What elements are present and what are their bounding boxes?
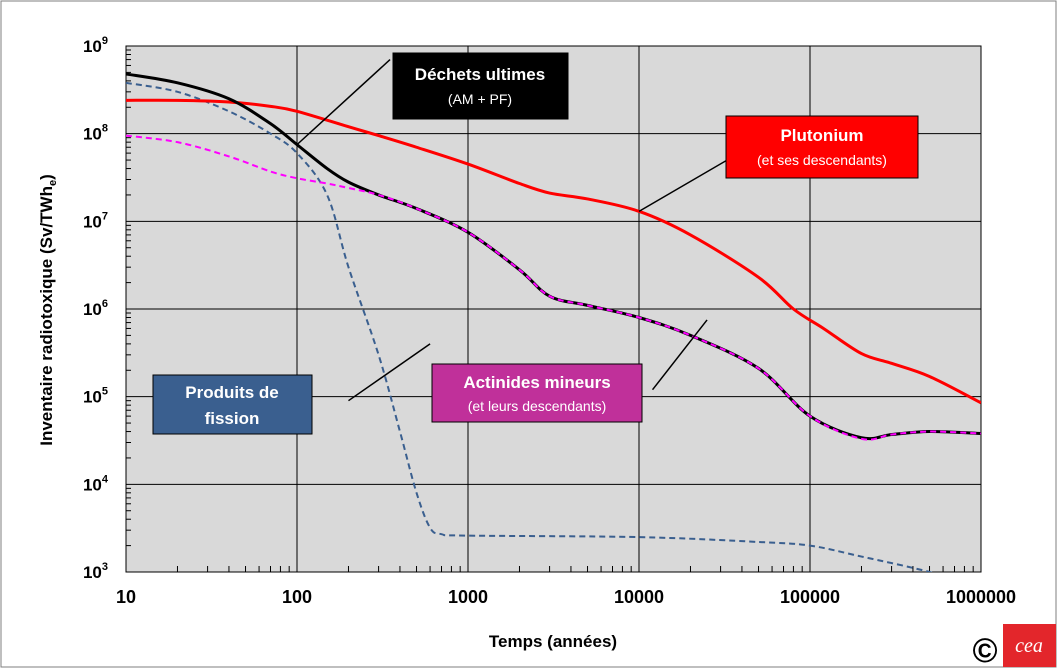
plot-border xyxy=(125,45,982,573)
y-tick-label: 104 xyxy=(83,473,109,494)
callout-produits-fission: Produits de fission xyxy=(152,374,313,435)
callout-plutonium: Plutonium (et ses descendants) xyxy=(725,115,919,179)
callout-dechets-subtitle: (AM + PF) xyxy=(448,91,512,107)
y-tick-label: 108 xyxy=(83,123,108,144)
x-tick-label: 100 xyxy=(282,587,312,607)
y-tick-label: 106 xyxy=(83,298,108,319)
copyright-mark: © xyxy=(972,632,997,668)
callout-plutonium-subtitle: (et ses descendants) xyxy=(757,152,887,168)
callout-actinides-title: Actinides mineurs xyxy=(463,373,610,392)
callout-plutonium-box xyxy=(725,115,919,179)
x-axis-label: Temps (années) xyxy=(489,632,617,651)
series-layer xyxy=(126,72,981,572)
y-tick-label: 105 xyxy=(83,386,108,407)
callout-actinides-mineurs: Actinides mineurs (et leurs descendants) xyxy=(431,363,643,423)
y-tick-label: 103 xyxy=(83,561,108,582)
x-tick-label: 10 xyxy=(116,587,136,607)
callout-plutonium-title: Plutonium xyxy=(780,126,863,145)
callout-dechets-ultimes: Déchets ultimes (AM + PF) xyxy=(392,52,569,120)
copyright-symbol: © xyxy=(972,632,997,668)
y-axis-label: Inventaire radiotoxique (Sv/TWhe) xyxy=(37,174,59,446)
pointer-line-actinides xyxy=(651,319,708,391)
cea-logo: cea xyxy=(1003,624,1056,667)
x-tick-label: 100000 xyxy=(780,587,840,607)
callout-fission-title: Produits de xyxy=(185,383,279,402)
minor-ticks xyxy=(126,49,974,572)
callout-actinides-subtitle: (et leurs descendants) xyxy=(468,398,607,414)
callout-actinides-box xyxy=(431,363,643,423)
x-tick-label: 10000 xyxy=(614,587,664,607)
callout-fission-box xyxy=(152,374,313,435)
callout-fission-title-2: fission xyxy=(205,409,260,428)
series-line-plutonium xyxy=(126,98,981,405)
pointer-line-fission xyxy=(348,343,431,402)
x-tick-label: 1000000 xyxy=(946,587,1016,607)
callout-dechets-title: Déchets ultimes xyxy=(415,65,545,84)
y-tick-label: 109 xyxy=(83,35,108,56)
cea-logo-text: cea xyxy=(1015,635,1043,657)
series-line-produits-de-fission xyxy=(126,81,934,572)
callout-dechets-box xyxy=(392,52,569,120)
series-line-actinides-mineurs xyxy=(126,134,981,441)
tick-labels: 10 100 1000 10000 100000 1000000 103 104 105 106 1… xyxy=(83,35,1016,607)
pointer-line-dechets xyxy=(296,59,391,146)
x-tick-label: 1000 xyxy=(448,587,488,607)
cea-logo-bg xyxy=(1003,624,1056,667)
y-tick-label: 107 xyxy=(83,210,108,231)
